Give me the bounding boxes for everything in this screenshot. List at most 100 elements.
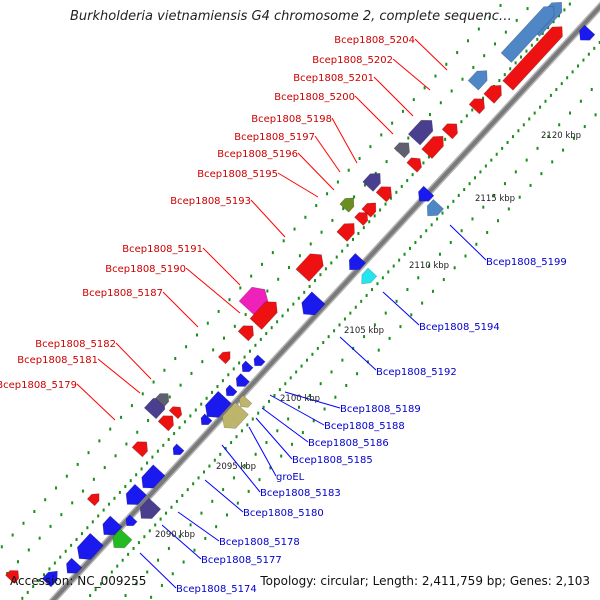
gene-arrow[interactable]	[172, 443, 185, 456]
tick-dot	[572, 136, 575, 140]
gene-label[interactable]: Bcep1808_5199	[486, 257, 567, 268]
gene-arrow[interactable]	[125, 483, 148, 505]
gene-arrow[interactable]	[362, 173, 381, 192]
tick-dot	[479, 170, 482, 174]
gene-label[interactable]: Bcep1808_5183	[260, 488, 341, 499]
gene-arrow[interactable]	[112, 528, 133, 549]
gene-label[interactable]: Bcep1808_5197	[234, 132, 315, 143]
gene-arrow[interactable]	[426, 198, 445, 217]
gene-label[interactable]: Bcep1808_5182	[35, 339, 116, 350]
gene-label[interactable]: Bcep1808_5202	[312, 55, 393, 66]
gene-label[interactable]: Bcep1808_5181	[17, 355, 98, 366]
gene-label[interactable]: Bcep1808_5201	[293, 73, 374, 84]
tick-dot	[222, 488, 225, 492]
gene-arrow[interactable]	[253, 354, 266, 367]
gene-arrow[interactable]	[483, 85, 502, 104]
gene-label[interactable]: Bcep1808_5178	[219, 537, 300, 548]
gene-arrow[interactable]	[339, 197, 355, 213]
gene-label[interactable]: Bcep1808_5200	[274, 92, 355, 103]
gene-arrow[interactable]	[200, 413, 213, 426]
gene-arrow[interactable]	[502, 26, 563, 91]
gene-label[interactable]: groEL	[276, 472, 305, 483]
gene-label[interactable]: Bcep1808_5198	[251, 114, 332, 125]
gene-label[interactable]: Bcep1808_5189	[340, 404, 421, 415]
tick-dot	[303, 290, 306, 294]
gene-label[interactable]: Bcep1808_5187	[82, 288, 163, 299]
gene-label[interactable]: Bcep1808_5179	[0, 380, 77, 391]
gene-arrow[interactable]	[295, 253, 324, 282]
gene-label[interactable]: Bcep1808_5177	[201, 555, 282, 566]
gene-label[interactable]: Bcep1808_5185	[292, 455, 373, 466]
tick-dot	[439, 101, 442, 105]
gene-label[interactable]: Bcep1808_5180	[243, 508, 324, 519]
gene-arrow[interactable]	[125, 514, 138, 527]
gene-arrow[interactable]	[204, 390, 232, 418]
gene-label[interactable]: Bcep1808_5190	[105, 264, 186, 275]
gene-arrow[interactable]	[579, 24, 596, 41]
gene-label[interactable]: Bcep1808_5204	[334, 35, 415, 46]
gene-arrow[interactable]	[235, 373, 250, 387]
label-leaders	[76, 38, 487, 589]
gene-arrow[interactable]	[168, 406, 183, 420]
gene-arrow[interactable]	[354, 212, 369, 226]
gene-arrow[interactable]	[225, 384, 238, 397]
tick-dot	[528, 117, 531, 121]
gene-arrow[interactable]	[407, 119, 434, 146]
gene-label[interactable]: Bcep1808_5194	[419, 322, 500, 333]
gene-label[interactable]: Bcep1808_5196	[217, 149, 298, 160]
gene-label[interactable]: Bcep1808_5191	[122, 244, 203, 255]
gene-arrow[interactable]	[237, 325, 254, 342]
tick-dot	[277, 277, 280, 281]
gene-arrow[interactable]	[500, 5, 555, 63]
tick-dot	[341, 358, 344, 362]
gene-arrow[interactable]	[5, 570, 20, 584]
gene-arrow[interactable]	[393, 142, 410, 159]
gene-arrow[interactable]	[41, 570, 58, 588]
gene-arrow[interactable]	[157, 415, 174, 432]
gene-arrow[interactable]	[441, 123, 458, 140]
tick-dot	[326, 192, 329, 196]
gene-arrow[interactable]	[217, 351, 231, 365]
gene-arrow[interactable]	[406, 157, 422, 173]
tick-dot	[141, 392, 144, 396]
gene-label[interactable]: Bcep1808_5195	[197, 169, 278, 180]
gene-arrow[interactable]	[418, 185, 435, 202]
tick-dot	[410, 313, 413, 317]
gene-arrow[interactable]	[348, 252, 367, 271]
gene-arrow[interactable]	[66, 557, 83, 574]
gene-arrow[interactable]	[301, 291, 326, 316]
gene-arrow[interactable]	[238, 394, 253, 408]
gene-label[interactable]: Bcep1808_5186	[308, 438, 389, 449]
gene-arrow[interactable]	[155, 393, 170, 407]
gene-arrow[interactable]	[86, 493, 100, 507]
gene-arrow[interactable]	[336, 223, 355, 242]
gene-arrow[interactable]	[139, 497, 162, 519]
gene-arrow[interactable]	[249, 301, 278, 330]
tick-dot	[238, 361, 241, 365]
gene-label[interactable]: Bcep1808_5188	[324, 421, 405, 432]
gene-arrow[interactable]	[421, 135, 444, 160]
gene-arrow[interactable]	[221, 401, 249, 429]
gene-label[interactable]: Bcep1808_5174	[176, 584, 257, 595]
gene-arrow[interactable]	[102, 515, 123, 536]
tick-dot	[391, 121, 394, 125]
tick-dot	[354, 305, 357, 309]
tick-dot	[32, 585, 35, 589]
gene-arrow[interactable]	[468, 98, 485, 115]
tick-dot	[407, 136, 410, 140]
tick-dot	[571, 70, 574, 74]
gene-arrow[interactable]	[361, 267, 378, 285]
gene-arrow[interactable]	[467, 70, 488, 91]
gene-arrow[interactable]	[131, 441, 148, 458]
tick-dot	[560, 82, 563, 86]
gene-arrow[interactable]	[76, 532, 104, 560]
gene-label[interactable]: Bcep1808_5193	[170, 196, 251, 207]
tick-dot	[248, 349, 251, 353]
gene-arrow[interactable]	[375, 186, 392, 203]
gene-label[interactable]: Bcep1808_5192	[376, 367, 457, 378]
leader-line	[277, 172, 319, 198]
gene-arrow[interactable]	[361, 202, 377, 218]
tick-dot	[146, 461, 149, 465]
gene-arrow[interactable]	[141, 464, 166, 489]
gene-arrow[interactable]	[241, 360, 254, 373]
